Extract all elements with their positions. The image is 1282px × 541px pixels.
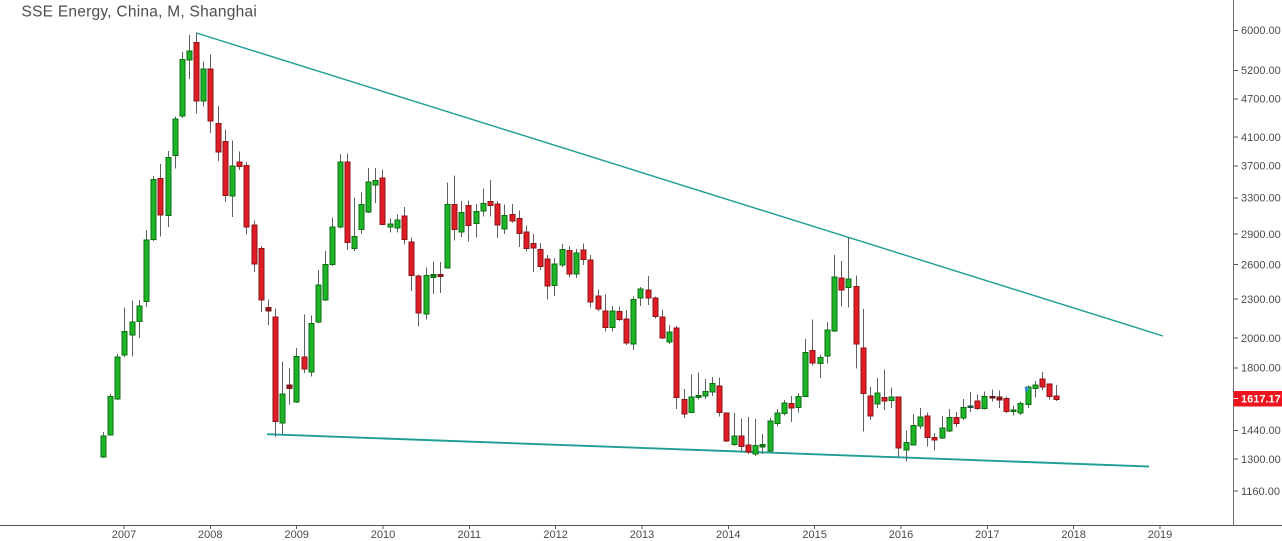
svg-text:5200.00: 5200.00 [1241, 65, 1281, 77]
svg-text:1800.00: 1800.00 [1241, 363, 1281, 375]
svg-text:6000.00: 6000.00 [1241, 25, 1281, 37]
svg-text:2017: 2017 [975, 529, 999, 541]
svg-text:1300.00: 1300.00 [1241, 454, 1281, 466]
svg-text:3700.00: 3700.00 [1241, 161, 1281, 173]
svg-text:4100.00: 4100.00 [1241, 132, 1281, 144]
svg-text:3300.00: 3300.00 [1241, 193, 1281, 205]
svg-text:2008: 2008 [198, 529, 222, 541]
svg-text:2019: 2019 [1148, 529, 1172, 541]
svg-text:4700.00: 4700.00 [1241, 94, 1281, 106]
svg-text:2010: 2010 [371, 529, 395, 541]
svg-text:2007: 2007 [112, 529, 136, 541]
svg-text:2018: 2018 [1061, 529, 1085, 541]
svg-text:1440.00: 1440.00 [1241, 425, 1281, 437]
svg-text:SSE Energy, China, M, Shanghai: SSE Energy, China, M, Shanghai [22, 4, 258, 21]
svg-text:2016: 2016 [889, 529, 913, 541]
svg-text:2012: 2012 [543, 529, 567, 541]
svg-text:2014: 2014 [716, 529, 740, 541]
svg-text:2000.00: 2000.00 [1241, 333, 1281, 345]
svg-text:2011: 2011 [457, 529, 481, 541]
svg-text:2300.00: 2300.00 [1241, 294, 1281, 306]
svg-text:2013: 2013 [630, 529, 654, 541]
svg-text:1617.17: 1617.17 [1241, 394, 1281, 406]
svg-text:2009: 2009 [284, 529, 308, 541]
svg-text:2600.00: 2600.00 [1241, 260, 1281, 272]
svg-text:1160.00: 1160.00 [1241, 486, 1280, 498]
svg-text:2015: 2015 [802, 529, 826, 541]
svg-text:2900.00: 2900.00 [1241, 229, 1281, 241]
